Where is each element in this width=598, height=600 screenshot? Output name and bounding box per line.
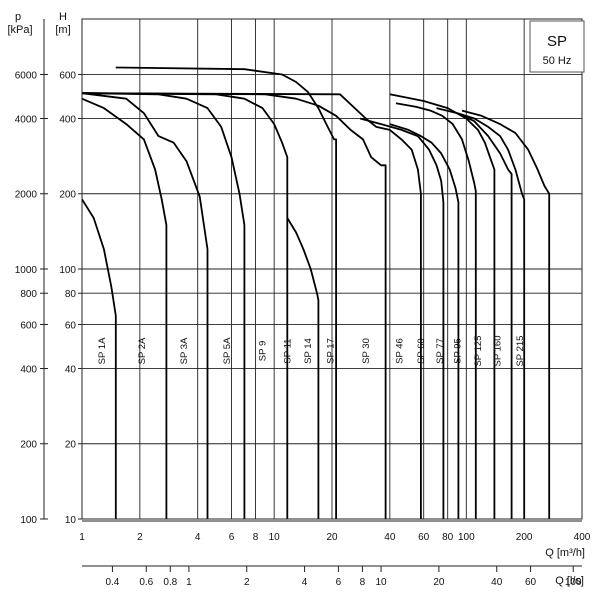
pump-curve xyxy=(81,92,422,519)
x2-tick-label: 0.8 xyxy=(163,577,177,588)
x2-tick-label: 2 xyxy=(244,577,250,588)
series-label: SP 215 xyxy=(515,336,526,367)
pressure-axis-label-line2: [kPa] xyxy=(7,24,32,36)
head-tick-label: 600 xyxy=(59,70,76,81)
axes xyxy=(40,18,583,572)
series-label: SP 9 xyxy=(257,341,268,361)
x2-tick-label: 60 xyxy=(525,577,537,588)
x-tick-label: 4 xyxy=(195,532,201,543)
pressure-tick-label: 4000 xyxy=(15,114,38,125)
x2-tick-label: 40 xyxy=(491,577,503,588)
pump-curve xyxy=(115,66,337,519)
tick-labels: 1020406080100200400600100200400600800100… xyxy=(15,70,591,588)
x2-tick-label: 20 xyxy=(433,577,445,588)
pressure-tick-label: 1000 xyxy=(15,265,38,276)
head-axis-label-line1: H xyxy=(59,11,67,23)
pump-curve xyxy=(389,123,460,519)
pump-curve xyxy=(81,198,117,519)
series-label: SP 1A xyxy=(97,337,108,364)
chart-subtitle: 50 Hz xyxy=(543,55,572,67)
head-tick-label: 10 xyxy=(65,515,77,526)
series-label: SP 77 xyxy=(435,338,446,364)
x2-tick-label: 6 xyxy=(336,577,342,588)
x-tick-label: 80 xyxy=(442,532,454,543)
pump-curve xyxy=(81,92,209,519)
pump-curve xyxy=(81,92,387,519)
head-tick-label: 20 xyxy=(65,440,77,451)
pump-curve xyxy=(286,217,320,519)
chart-title: SP xyxy=(547,33,567,50)
x-tick-label: 200 xyxy=(516,532,533,543)
x-tick-label: 10 xyxy=(269,532,281,543)
pressure-tick-label: 200 xyxy=(20,440,37,451)
x-tick-label: 2 xyxy=(137,532,143,543)
pump-curve xyxy=(457,112,526,519)
legend-box: SP 50 Hz xyxy=(529,20,585,73)
head-axis-label-line2: [m] xyxy=(55,24,70,36)
pressure-tick-label: 2000 xyxy=(15,190,38,201)
series-label: SP 95 xyxy=(452,338,463,364)
pressure-tick-label: 400 xyxy=(20,364,37,375)
pump-curve xyxy=(81,97,168,519)
x2-tick-label: 1 xyxy=(186,577,192,588)
series-label: SP 11 xyxy=(282,339,293,364)
x-axis-label: Q [m³/h] xyxy=(545,547,585,559)
series-label: SP 2A xyxy=(137,337,148,364)
pressure-tick-label: 600 xyxy=(20,320,37,331)
series-label: SP 5A xyxy=(222,337,233,364)
x2-tick-label: 100 xyxy=(565,577,582,588)
head-tick-label: 80 xyxy=(65,289,77,300)
x-tick-label: 20 xyxy=(326,532,338,543)
x2-tick-label: 0.6 xyxy=(139,577,153,588)
x2-axis-label: Q [l/s] xyxy=(555,575,584,587)
x-tick-label: 6 xyxy=(229,532,235,543)
x2-tick-label: 10 xyxy=(375,577,387,588)
x-tick-label: 400 xyxy=(574,532,591,543)
head-tick-label: 400 xyxy=(59,114,76,125)
pressure-tick-label: 100 xyxy=(20,515,37,526)
series-label: SP 160 xyxy=(492,335,503,366)
head-tick-label: 200 xyxy=(59,190,76,201)
x2-tick-label: 0.4 xyxy=(105,577,119,588)
pressure-tick-label: 800 xyxy=(20,289,37,300)
series-label: SP 17 xyxy=(325,338,336,364)
x-tick-label: 100 xyxy=(458,532,475,543)
series-label: SP 14 xyxy=(303,338,314,364)
pump-curve xyxy=(395,102,477,519)
x2-tick-label: 8 xyxy=(360,577,366,588)
x-tick-label: 1 xyxy=(79,532,85,543)
x-tick-label: 40 xyxy=(384,532,396,543)
pump-curve xyxy=(81,92,246,519)
pump-curve xyxy=(359,117,445,519)
pump-curves: SP 1A SP 2A SP 3A SP 5A SP 9 SP 11 SP 14 SP 17 S… xyxy=(81,66,551,519)
head-tick-label: 100 xyxy=(59,265,76,276)
pump-curve xyxy=(81,92,289,519)
series-label: SP 30 xyxy=(361,338,372,364)
series-label: SP 60 xyxy=(416,338,427,364)
head-tick-label: 60 xyxy=(65,320,77,331)
x-tick-label: 60 xyxy=(418,532,430,543)
pressure-tick-label: 6000 xyxy=(15,70,38,81)
x-tick-label: 8 xyxy=(253,532,259,543)
series-label: SP 125 xyxy=(473,336,484,367)
x2-tick-label: 4 xyxy=(302,577,308,588)
head-tick-label: 40 xyxy=(65,364,77,375)
series-label: SP 3A xyxy=(179,337,190,364)
series-label: SP 46 xyxy=(395,338,406,364)
pressure-axis-label-line1: p xyxy=(15,11,21,23)
pump-curve xyxy=(389,93,496,519)
pump-curve xyxy=(461,109,551,519)
